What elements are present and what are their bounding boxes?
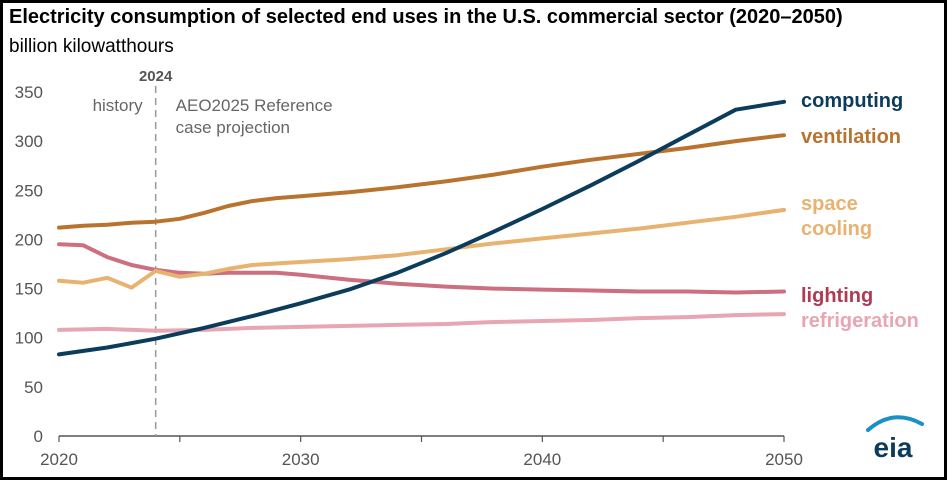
y-tick-label: 100 — [15, 329, 43, 348]
y-tick-label: 350 — [15, 83, 43, 102]
y-axis: 0 50 100 150 200 250 300 350 — [15, 83, 43, 446]
series-label-lighting: lighting — [801, 285, 873, 307]
x-axis: 2020 2030 2040 2050 — [40, 435, 803, 469]
series-line-space-cooling — [57, 207, 786, 290]
x-tick-label: 2030 — [282, 450, 320, 469]
divider-year-label: 2024 — [139, 68, 173, 85]
projection-label-line-1: AEO2025 Reference — [176, 96, 333, 115]
series-label-space-cooling: space — [801, 193, 858, 215]
x-tick-label: 2020 — [40, 450, 78, 469]
series-line-computing — [57, 99, 786, 357]
series-label-space-cooling: cooling — [801, 218, 872, 240]
chart-title: Electricity consumption of selected end … — [9, 6, 843, 28]
x-tick-label: 2040 — [523, 450, 561, 469]
logo-text: eia — [874, 432, 913, 463]
history-label: history — [93, 96, 144, 115]
series-label-computing: computing — [801, 90, 903, 112]
series-line-refrigeration — [57, 312, 786, 333]
chart-subtitle: billion kilowatthours — [9, 36, 174, 57]
series-lines — [57, 99, 786, 357]
series-line-ventilation — [57, 133, 786, 230]
y-tick-label: 250 — [15, 181, 43, 200]
eia-logo: eia — [866, 415, 924, 463]
series-labels: computing ventilation space cooling lighting… — [801, 90, 919, 332]
y-tick-label: 50 — [24, 378, 43, 397]
series-label-refrigeration: refrigeration — [801, 310, 919, 332]
projection-label-line-2: case projection — [176, 118, 290, 137]
logo-swoosh-icon — [866, 415, 924, 432]
y-tick-label: 200 — [15, 230, 43, 249]
series-label-ventilation: ventilation — [801, 126, 901, 148]
y-tick-label: 300 — [15, 132, 43, 151]
y-tick-label: 150 — [15, 280, 43, 299]
y-tick-label: 0 — [34, 427, 43, 446]
series-line-lighting — [57, 242, 786, 295]
x-tick-label: 2050 — [765, 450, 803, 469]
